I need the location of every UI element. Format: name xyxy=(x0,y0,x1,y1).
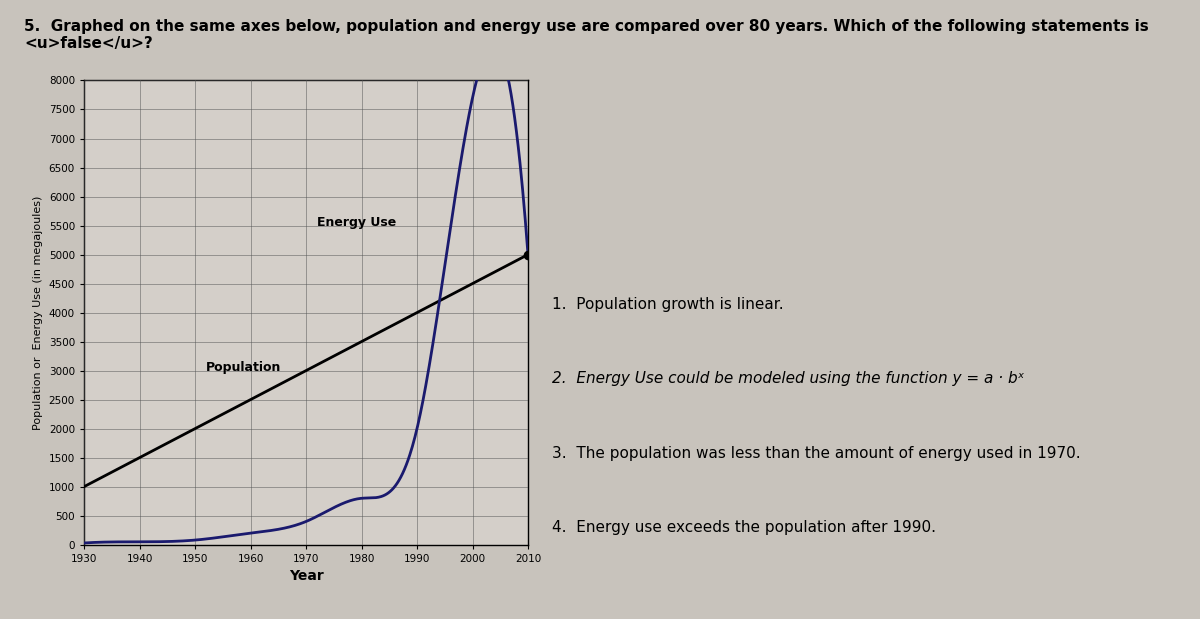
Text: 5.  Graphed on the same axes below, population and energy use are compared over : 5. Graphed on the same axes below, popul… xyxy=(24,19,1148,51)
Text: 4.  Energy use exceeds the population after 1990.: 4. Energy use exceeds the population aft… xyxy=(552,520,936,535)
Text: Population: Population xyxy=(206,361,282,374)
Text: 3.  The population was less than the amount of energy used in 1970.: 3. The population was less than the amou… xyxy=(552,446,1081,461)
Text: 2.  Energy Use could be modeled using the function y = a · bˣ: 2. Energy Use could be modeled using the… xyxy=(552,371,1025,386)
Y-axis label: Population or  Energy Use (in megajoules): Population or Energy Use (in megajoules) xyxy=(34,196,43,430)
Text: Energy Use: Energy Use xyxy=(317,215,396,228)
Text: 1.  Population growth is linear.: 1. Population growth is linear. xyxy=(552,297,784,312)
X-axis label: Year: Year xyxy=(289,569,323,583)
